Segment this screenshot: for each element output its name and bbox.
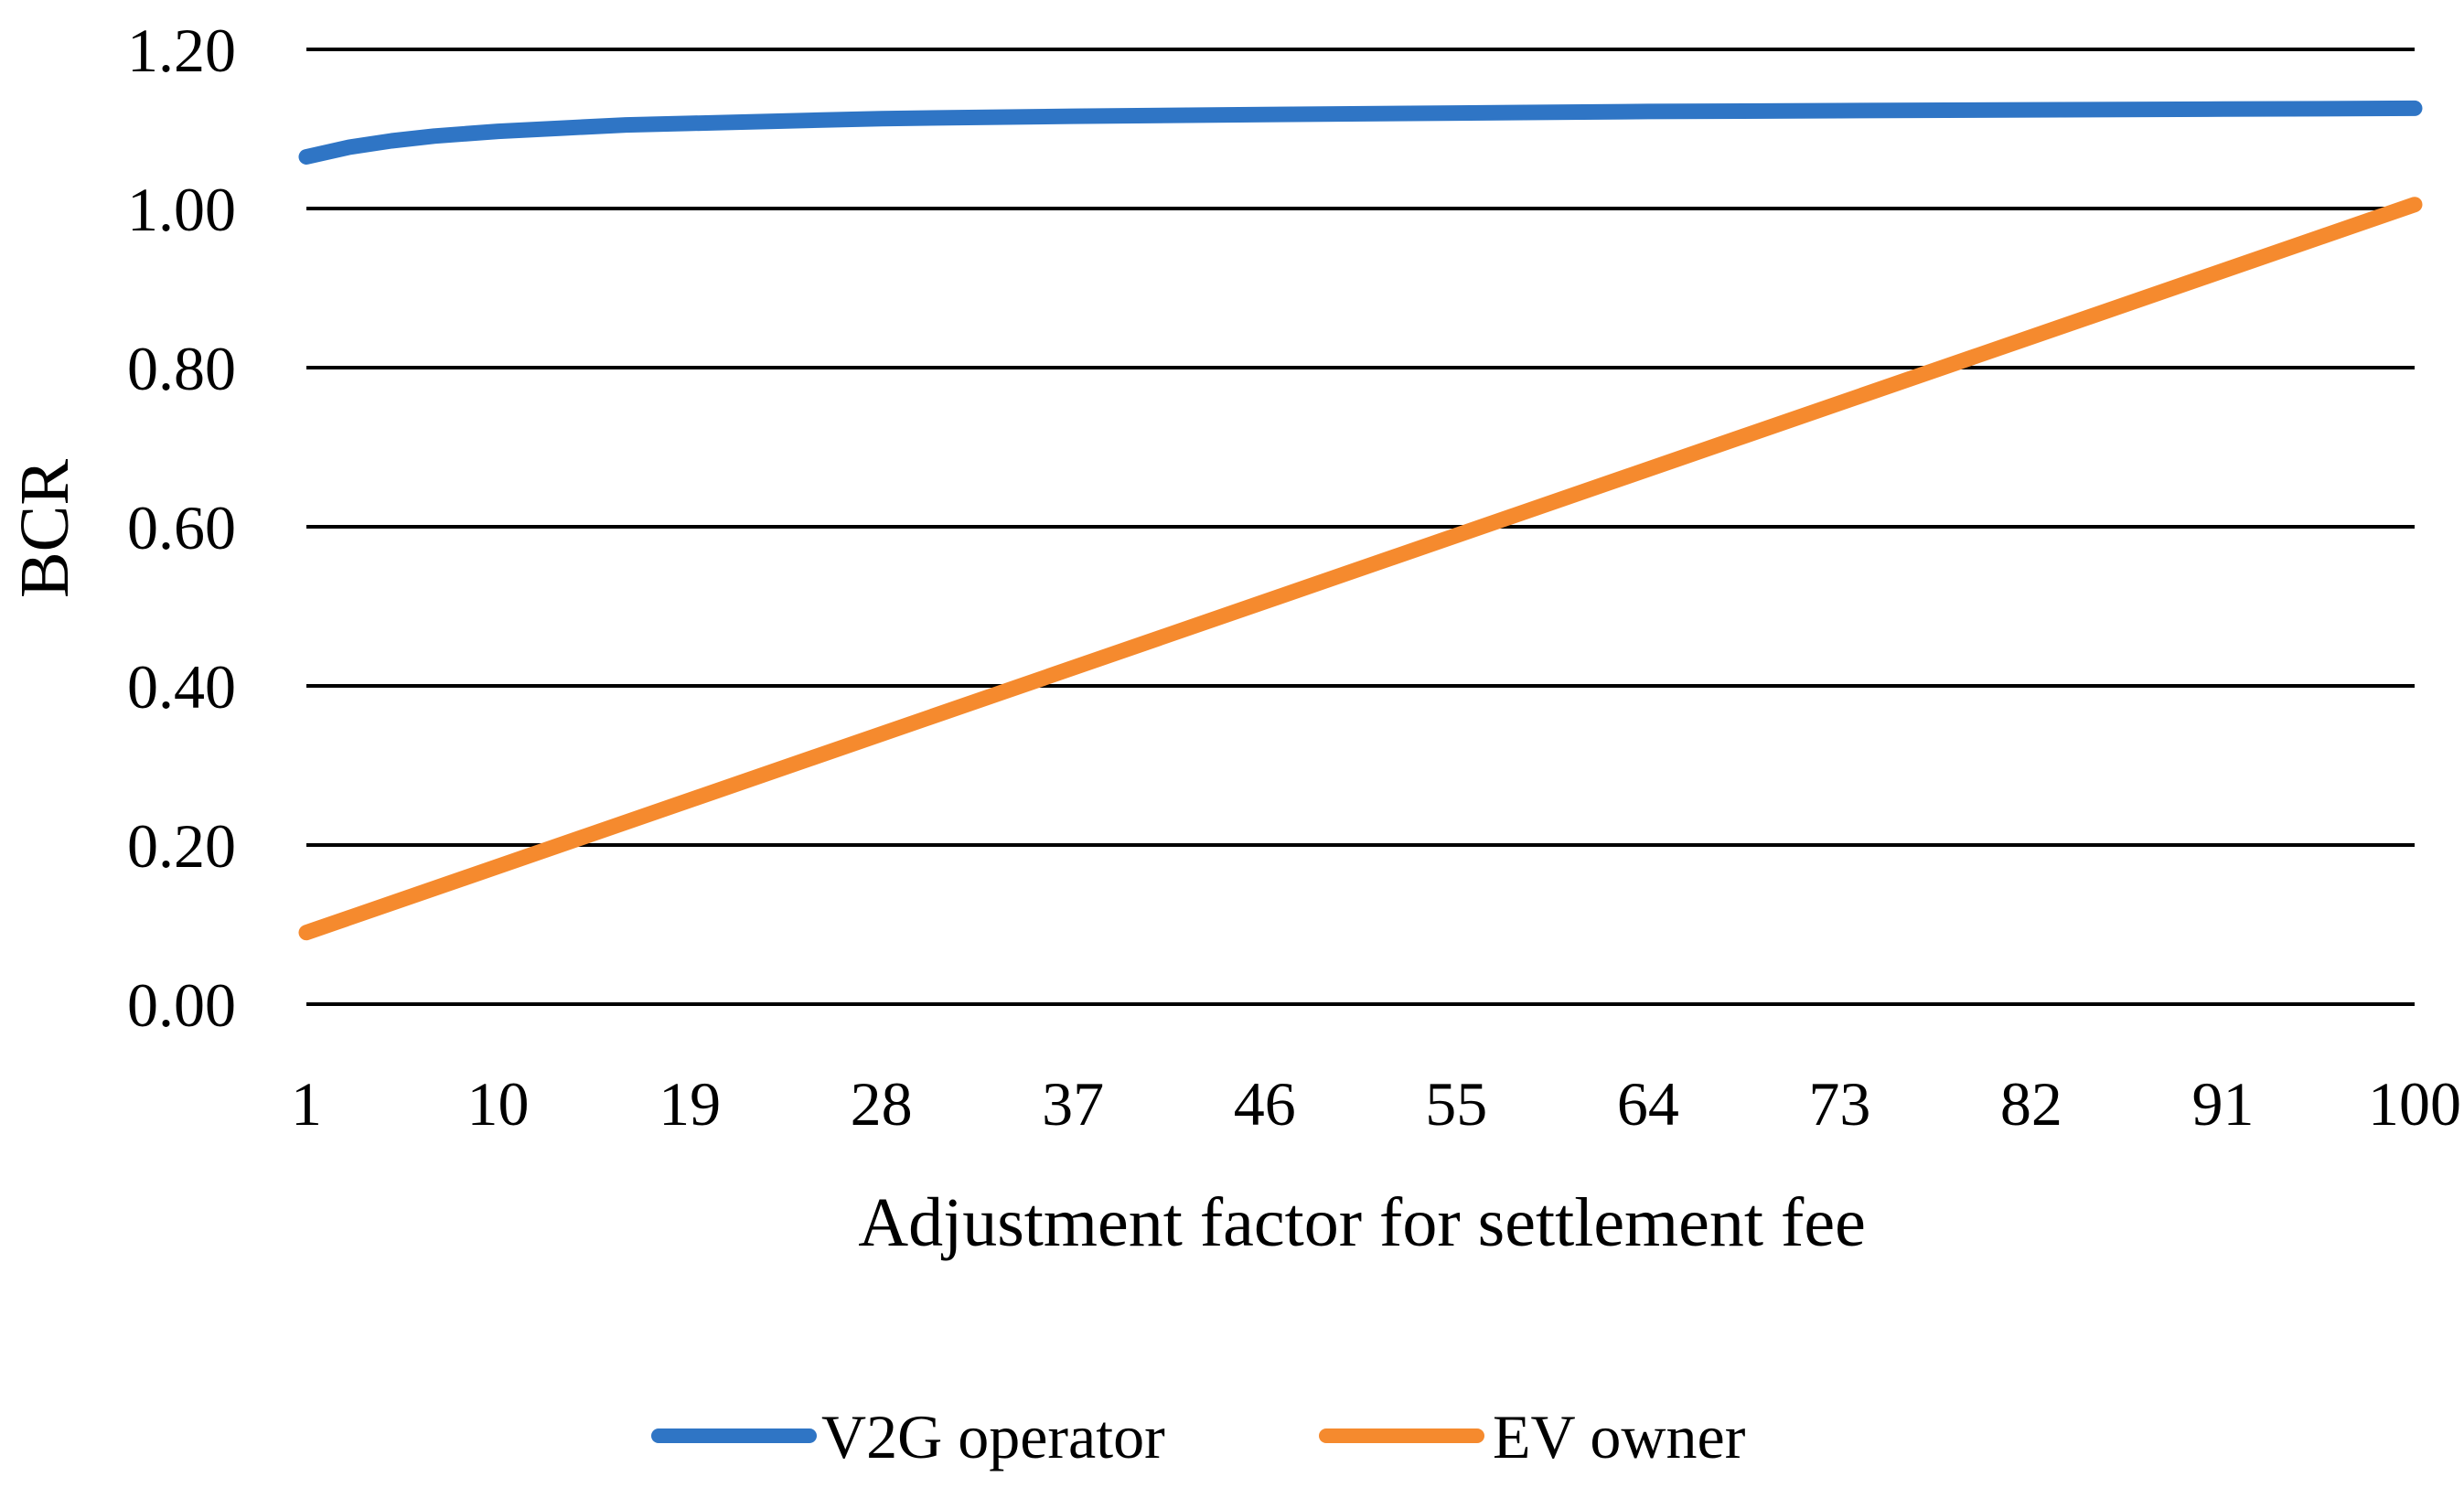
x-tick-label: 64 bbox=[1617, 1069, 1679, 1139]
x-tick-label: 19 bbox=[659, 1069, 721, 1139]
series-line-v2g-operator bbox=[298, 100, 2423, 165]
x-tick-label: 91 bbox=[2191, 1069, 2254, 1139]
x-tick-label: 55 bbox=[1425, 1069, 1487, 1139]
legend-label-ev-owner: EV owner bbox=[1493, 1402, 1746, 1471]
x-tick-label: 73 bbox=[1808, 1069, 1870, 1139]
y-tick-label: 0.60 bbox=[127, 493, 236, 562]
series-line-ev-owner bbox=[298, 197, 2423, 941]
y-axis-tick-labels: 0.00 0.20 0.40 0.60 0.80 1.00 1.20 bbox=[127, 16, 236, 1040]
y-tick-label: 1.20 bbox=[127, 16, 236, 85]
x-tick-label: 46 bbox=[1234, 1069, 1296, 1139]
x-tick-label: 28 bbox=[851, 1069, 913, 1139]
x-axis-tick-labels: 1 10 19 28 37 46 55 64 73 82 91 100 bbox=[291, 1069, 2461, 1139]
x-tick-label: 10 bbox=[467, 1069, 530, 1139]
y-tick-label: 0.40 bbox=[127, 652, 236, 722]
x-tick-label: 100 bbox=[2368, 1069, 2461, 1139]
series-lines bbox=[298, 100, 2423, 941]
legend-label-v2g-operator: V2G operator bbox=[821, 1402, 1165, 1471]
y-tick-label: 0.80 bbox=[127, 334, 236, 403]
y-tick-label: 0.20 bbox=[127, 811, 236, 881]
y-axis-title: BCR bbox=[6, 459, 83, 598]
x-axis-title: Adjustment factor for settlement fee bbox=[858, 1184, 1866, 1261]
x-tick-label: 1 bbox=[291, 1069, 322, 1139]
x-tick-label: 82 bbox=[2000, 1069, 2062, 1139]
x-tick-label: 37 bbox=[1042, 1069, 1104, 1139]
gridlines bbox=[306, 48, 2415, 1006]
y-tick-label: 1.00 bbox=[127, 175, 236, 244]
legend: V2G operator EV owner bbox=[651, 1402, 1746, 1471]
y-tick-label: 0.00 bbox=[127, 970, 236, 1040]
